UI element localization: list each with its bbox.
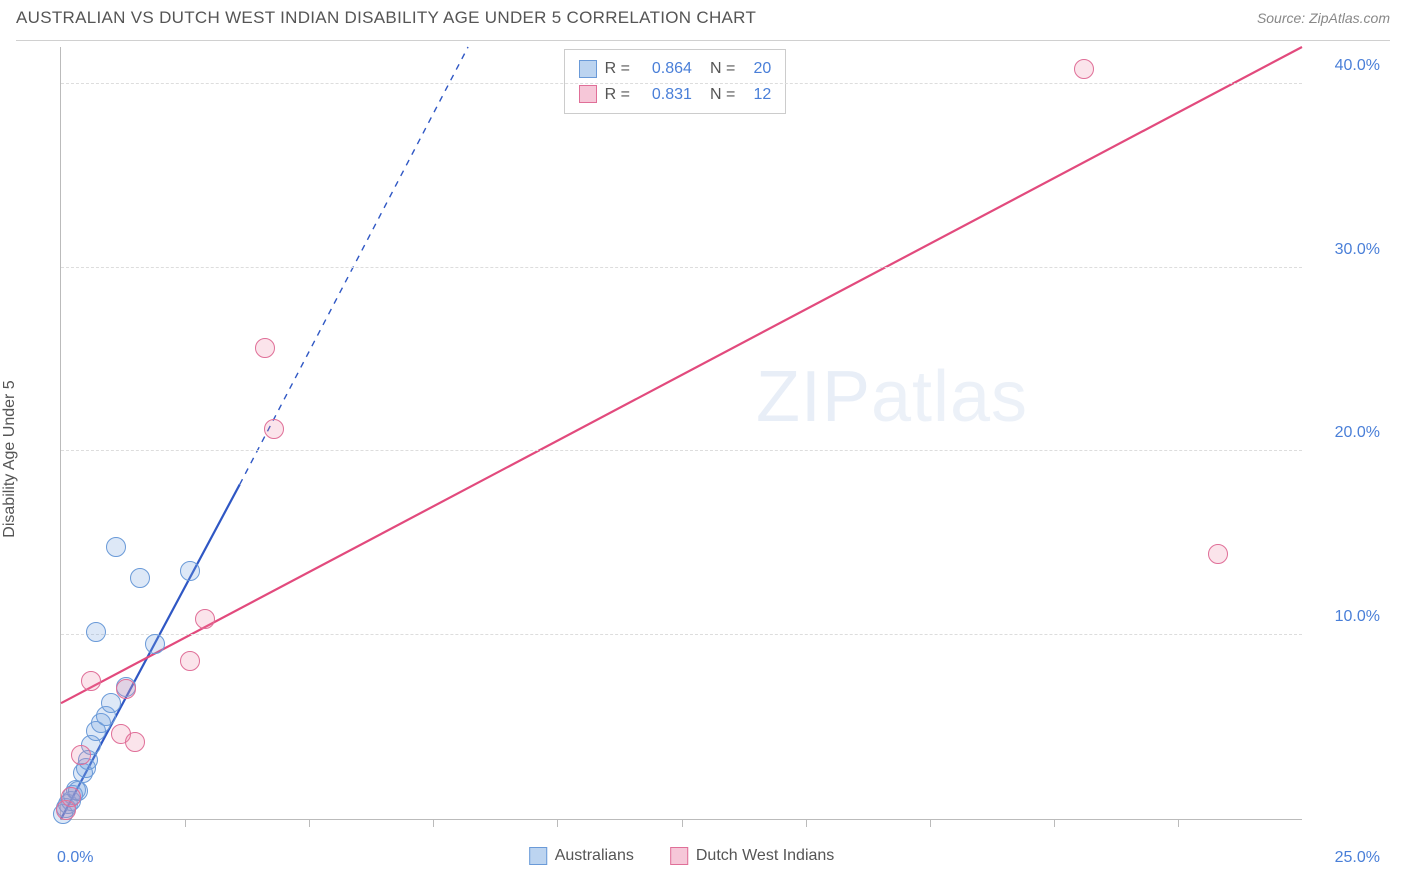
data-point	[81, 671, 101, 691]
chart-area: Disability Age Under 5 ZIPatlas R =0.864…	[16, 40, 1390, 876]
data-point	[116, 679, 136, 699]
x-tick	[185, 819, 186, 827]
chart-title: AUSTRALIAN VS DUTCH WEST INDIAN DISABILI…	[16, 8, 756, 28]
legend-swatch	[670, 847, 688, 865]
data-point	[130, 568, 150, 588]
x-tick	[309, 819, 310, 827]
legend-r-label: R =	[605, 82, 630, 108]
y-tick-label: 10.0%	[1335, 608, 1380, 626]
x-max-label: 25.0%	[1335, 849, 1380, 867]
y-tick-label: 20.0%	[1335, 424, 1380, 442]
header: AUSTRALIAN VS DUTCH WEST INDIAN DISABILI…	[0, 0, 1406, 32]
x-tick	[806, 819, 807, 827]
legend-row: R = 0.864 N = 20	[579, 56, 772, 82]
x-tick	[433, 819, 434, 827]
trend-lines	[61, 47, 1302, 819]
data-point	[86, 622, 106, 642]
gridline-h	[61, 634, 1302, 635]
legend-r-value: 0.831	[638, 82, 692, 108]
data-point	[1074, 59, 1094, 79]
legend-swatch	[579, 85, 597, 103]
legend-n-value: 20	[743, 56, 771, 82]
legend-item: Dutch West Indians	[670, 847, 834, 865]
source-label: Source: ZipAtlas.com	[1257, 10, 1390, 26]
correlation-legend: R = 0.864 N = 20 R = 0.831 N = 12	[564, 49, 787, 114]
y-tick-label: 30.0%	[1335, 241, 1380, 259]
data-point	[180, 561, 200, 581]
gridline-h	[61, 450, 1302, 451]
legend-swatch	[579, 60, 597, 78]
data-point	[195, 609, 215, 629]
gridline-h	[61, 83, 1302, 84]
legend-r-value: 0.864	[638, 56, 692, 82]
legend-series-name: Australians	[555, 847, 634, 865]
x-tick	[682, 819, 683, 827]
legend-series-name: Dutch West Indians	[696, 847, 834, 865]
data-point	[61, 787, 81, 807]
data-point	[180, 651, 200, 671]
y-tick-label: 40.0%	[1335, 57, 1380, 75]
data-point	[264, 419, 284, 439]
data-point	[71, 745, 91, 765]
legend-swatch	[529, 847, 547, 865]
data-point	[255, 338, 275, 358]
x-origin-label: 0.0%	[57, 849, 93, 867]
data-point	[106, 537, 126, 557]
legend-r-label: R =	[605, 56, 630, 82]
data-point	[101, 693, 121, 713]
y-axis-label: Disability Age Under 5	[1, 380, 19, 537]
x-tick	[1178, 819, 1179, 827]
x-tick	[930, 819, 931, 827]
legend-n-label: N =	[710, 82, 735, 108]
x-tick	[557, 819, 558, 827]
legend-n-value: 12	[743, 82, 771, 108]
data-point	[125, 732, 145, 752]
x-tick	[1054, 819, 1055, 827]
series-legend: Australians Dutch West Indians	[529, 847, 835, 865]
gridline-h	[61, 267, 1302, 268]
legend-item: Australians	[529, 847, 634, 865]
legend-n-label: N =	[710, 56, 735, 82]
legend-row: R = 0.831 N = 12	[579, 82, 772, 108]
plot-region: ZIPatlas R =0.864N =20R =0.831N =12 Aust…	[60, 47, 1302, 820]
data-point	[145, 634, 165, 654]
data-point	[1208, 544, 1228, 564]
